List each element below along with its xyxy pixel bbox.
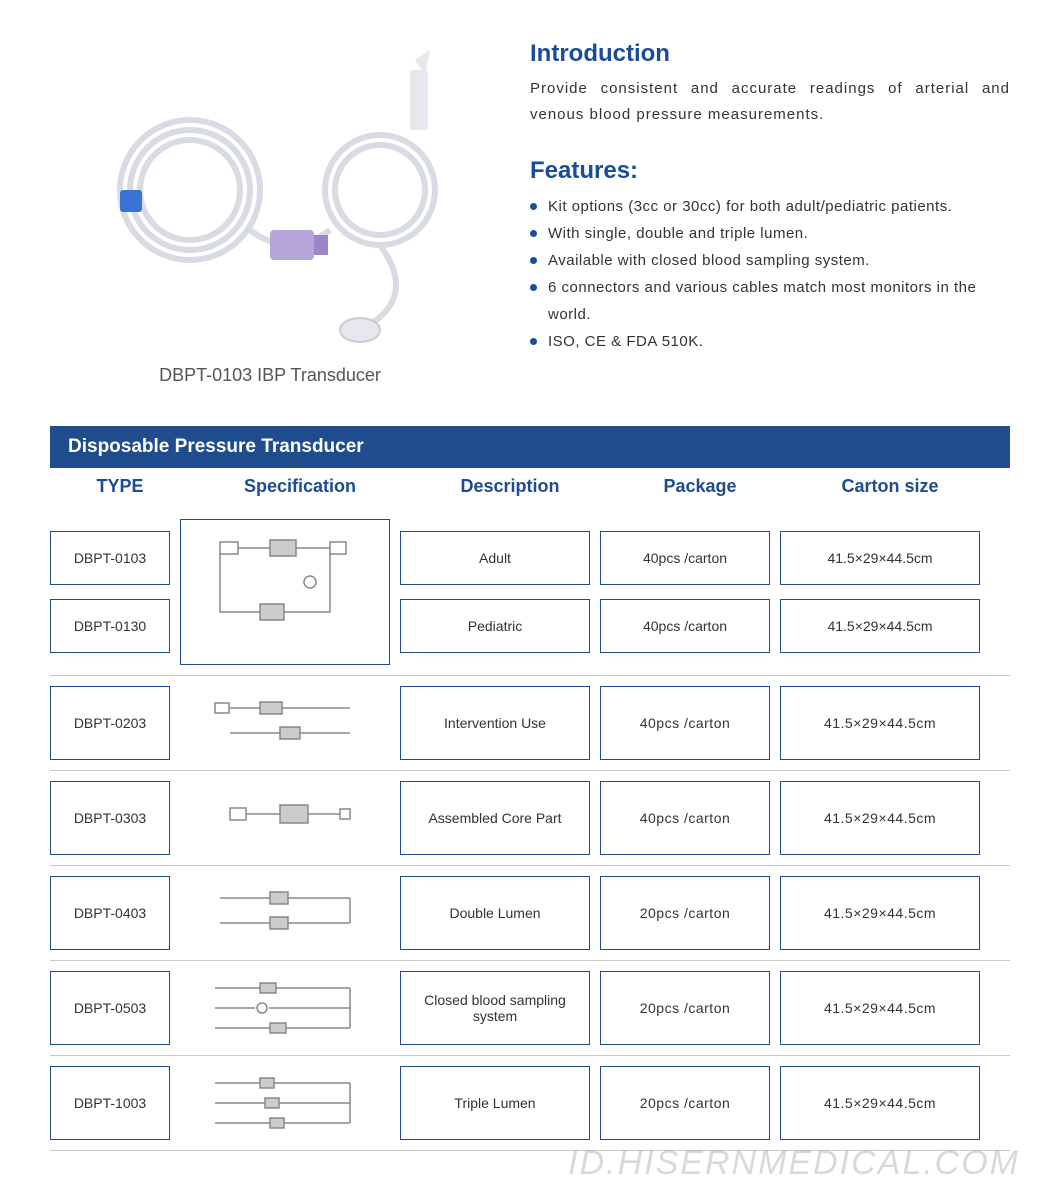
- spec-cell: [180, 519, 390, 665]
- pkg-cell: 20pcs /carton: [600, 971, 770, 1045]
- type-cell: DBPT-1003: [50, 1066, 170, 1140]
- table-header-row: TYPE Specification Description Package C…: [50, 468, 1010, 509]
- carton-cell: 41.5×29×44.5cm: [780, 531, 980, 585]
- carton-cell: 41.5×29×44.5cm: [780, 971, 980, 1045]
- pkg-cell: 40pcs /carton: [600, 781, 770, 855]
- carton-cell: 41.5×29×44.5cm: [780, 781, 980, 855]
- table-row: DBPT-0403 Double Lumen 20pcs /carton 41.…: [50, 866, 1010, 961]
- feature-item: Available with closed blood sampling sys…: [530, 247, 1010, 274]
- feature-item: ISO, CE & FDA 510K.: [530, 328, 1010, 355]
- pkg-cell: 40pcs /carton: [600, 531, 770, 585]
- table-row: DBPT-0303 Assembled Core Part 40pcs /car…: [50, 771, 1010, 866]
- table-row: DBPT-1003 Triple Lumen 20pcs /carton 41.…: [50, 1056, 1010, 1151]
- desc-cell: Triple Lumen: [400, 1066, 590, 1140]
- table-row: DBPT-0103 DBPT-0130: [50, 509, 1010, 676]
- pkg-cell: 40pcs /carton: [600, 599, 770, 653]
- table-row: DBPT-0503 Closed blood sampling system 2…: [50, 961, 1010, 1056]
- type-cell: DBPT-0103: [50, 531, 170, 585]
- spec-diagram-icon: [200, 783, 370, 853]
- spec-diagram-icon: [200, 1068, 370, 1138]
- features-heading: Features:: [530, 157, 1010, 185]
- desc-cell: Adult: [400, 531, 590, 585]
- intro-heading: Introduction: [530, 40, 1010, 68]
- desc-cell: Intervention Use: [400, 686, 590, 760]
- product-caption: DBPT-0103 IBP Transducer: [50, 365, 490, 386]
- spec-table: Disposable Pressure Transducer TYPE Spec…: [0, 426, 1060, 1191]
- features-list: Kit options (3cc or 30cc) for both adult…: [530, 193, 1010, 355]
- feature-item: Kit options (3cc or 30cc) for both adult…: [530, 193, 1010, 220]
- carton-cell: 41.5×29×44.5cm: [780, 1066, 980, 1140]
- type-cell: DBPT-0503: [50, 971, 170, 1045]
- desc-cell: Pediatric: [400, 599, 590, 653]
- feature-item: 6 connectors and various cables match mo…: [530, 274, 1010, 328]
- col-header-desc: Description: [410, 476, 610, 497]
- spec-diagram-icon: [200, 878, 370, 948]
- spec-cell: [180, 971, 390, 1045]
- col-header-carton: Carton size: [790, 476, 990, 497]
- product-photo: [60, 30, 480, 350]
- feature-item: With single, double and triple lumen.: [530, 220, 1010, 247]
- spec-diagram-icon: [200, 522, 370, 662]
- type-cell: DBPT-0403: [50, 876, 170, 950]
- spec-diagram-icon: [200, 973, 370, 1043]
- product-info: Introduction Provide consistent and accu…: [530, 30, 1010, 386]
- type-cell: DBPT-0303: [50, 781, 170, 855]
- product-image-block: DBPT-0103 IBP Transducer: [50, 30, 490, 386]
- spec-cell: [180, 876, 390, 950]
- carton-cell: 41.5×29×44.5cm: [780, 876, 980, 950]
- intro-text: Provide consistent and accurate readings…: [530, 76, 1010, 127]
- spec-cell: [180, 1066, 390, 1140]
- type-cell: DBPT-0130: [50, 599, 170, 653]
- desc-cell: Assembled Core Part: [400, 781, 590, 855]
- col-header-type: TYPE: [50, 476, 190, 497]
- table-row: DBPT-0203 Intervention Use 40pcs /carton…: [50, 676, 1010, 771]
- pkg-cell: 20pcs /carton: [600, 876, 770, 950]
- pkg-cell: 40pcs /carton: [600, 686, 770, 760]
- carton-cell: 41.5×29×44.5cm: [780, 686, 980, 760]
- desc-cell: Double Lumen: [400, 876, 590, 950]
- desc-cell: Closed blood sampling system: [400, 971, 590, 1045]
- carton-cell: 41.5×29×44.5cm: [780, 599, 980, 653]
- pkg-cell: 20pcs /carton: [600, 1066, 770, 1140]
- spec-cell: [180, 686, 390, 760]
- spec-cell: [180, 781, 390, 855]
- col-header-spec: Specification: [190, 476, 410, 497]
- type-cell: DBPT-0203: [50, 686, 170, 760]
- col-header-pkg: Package: [610, 476, 790, 497]
- table-title: Disposable Pressure Transducer: [50, 426, 1010, 468]
- spec-diagram-icon: [200, 688, 370, 758]
